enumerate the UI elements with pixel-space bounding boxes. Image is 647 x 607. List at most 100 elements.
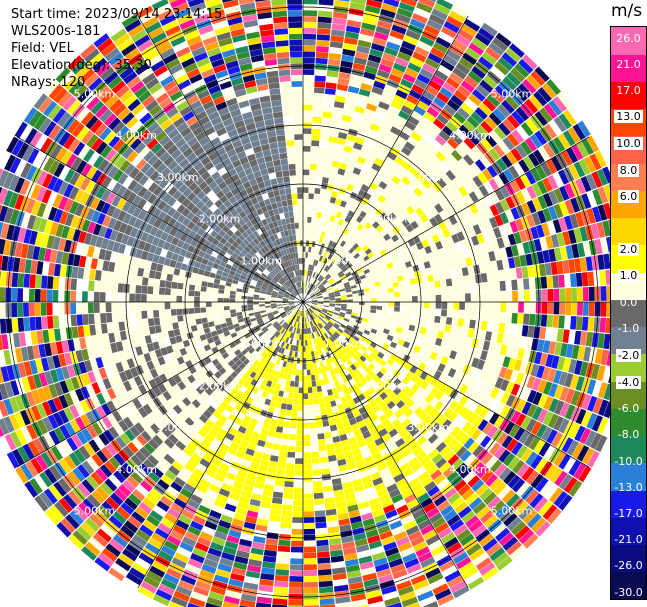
- gate-cell: [318, 569, 332, 576]
- gate-cell: [509, 370, 519, 383]
- gate-cell: [517, 83, 533, 98]
- gate-cell: [94, 313, 101, 324]
- gate-cell: [357, 94, 369, 103]
- gate-cell: [410, 284, 418, 291]
- gate-cell: [259, 302, 265, 305]
- gate-cell: [301, 328, 303, 335]
- gate-cell: [365, 272, 372, 278]
- gate-cell: [106, 312, 113, 323]
- gate-cell: [557, 92, 572, 109]
- gate-cell: [539, 352, 548, 366]
- gate-cell: [303, 140, 311, 146]
- gate-cell: [468, 42, 484, 56]
- gate-cell: [337, 317, 344, 322]
- gate-cell: [433, 192, 444, 203]
- gate-cell: [325, 252, 331, 259]
- gate-cell: [212, 288, 219, 294]
- gate-cell: [558, 371, 568, 386]
- gate-cell: [189, 278, 197, 285]
- gate-cell: [345, 327, 352, 333]
- gate-cell: [401, 418, 412, 428]
- gate-cell: [388, 414, 398, 424]
- gate-cell: [382, 297, 389, 302]
- gate-cell: [411, 482, 424, 493]
- gate-cell: [300, 310, 302, 317]
- gate-cell: [432, 360, 441, 370]
- gate-cell: [489, 442, 501, 456]
- gate-cell: [412, 446, 424, 457]
- gate-cell: [326, 285, 332, 290]
- gate-cell: [303, 222, 307, 229]
- gate-cell: [195, 318, 202, 325]
- gate-cell: [383, 208, 393, 217]
- gate-cell: [323, 165, 332, 173]
- gate-cell: [439, 146, 451, 158]
- gate-cell: [307, 270, 310, 276]
- gate-cell: [355, 51, 369, 60]
- gate-cell: [432, 344, 441, 354]
- gate-cell: [468, 412, 479, 425]
- gate-cell: [342, 279, 349, 284]
- gate-cell: [413, 0, 418, 2]
- gate-cell: [303, 511, 315, 518]
- gate-cell: [426, 128, 438, 139]
- gate-cell: [424, 24, 440, 36]
- gate-cell: [167, 330, 175, 338]
- gate-cell: [303, 375, 308, 382]
- gate-cell: [364, 436, 374, 445]
- gate-cell: [88, 313, 95, 325]
- gate-cell: [331, 222, 338, 230]
- gate-cell: [310, 246, 315, 253]
- gate-cell: [293, 393, 299, 399]
- gate-cell: [486, 165, 498, 178]
- gate-cell: [588, 286, 595, 301]
- gate-cell: [428, 539, 443, 551]
- gate-cell: [325, 508, 337, 516]
- gate-cell: [356, 238, 364, 246]
- gate-cell: [335, 300, 342, 302]
- gate-cell: [173, 328, 181, 337]
- gate-cell: [309, 264, 313, 271]
- gate-cell: [303, 517, 315, 523]
- gate-cell: [366, 355, 374, 363]
- gate-cell: [534, 111, 548, 126]
- gate-cell: [452, 223, 462, 233]
- gate-cell: [364, 382, 372, 390]
- gate-cell: [463, 275, 470, 285]
- gate-cell: [228, 529, 242, 539]
- gate-cell: [432, 250, 440, 259]
- gate-cell: [153, 279, 161, 287]
- gate-cell: [371, 43, 385, 52]
- gate-cell: [597, 417, 609, 434]
- gate-cell: [421, 179, 432, 189]
- gate-cell: [377, 256, 385, 263]
- gate-cell: [327, 311, 333, 315]
- gate-cell: [313, 481, 323, 488]
- gate-cell: [577, 345, 586, 361]
- gate-cell: [303, 528, 316, 535]
- gate-cell: [332, 11, 348, 20]
- gate-cell: [316, 349, 321, 356]
- gate-cell: [413, 541, 428, 552]
- gate-cell: [324, 232, 330, 239]
- gate-cell: [542, 177, 553, 192]
- gate-cell: [451, 277, 459, 286]
- gate-cell: [347, 504, 359, 513]
- gate-cell: [416, 100, 430, 111]
- gate-cell: [404, 493, 417, 504]
- gate-cell: [359, 210, 367, 219]
- gate-cell: [307, 339, 310, 346]
- gate-cell: [46, 289, 53, 302]
- gate-cell: [546, 314, 554, 328]
- gate-cell: [434, 426, 446, 437]
- gate-cell: [326, 287, 333, 292]
- gate-cell: [367, 386, 376, 395]
- gate-cell: [314, 331, 319, 338]
- gate-cell: [556, 356, 566, 371]
- gate-cell: [400, 249, 408, 258]
- gate-cell: [513, 359, 523, 372]
- gate-cell: [342, 481, 353, 490]
- gate-cell: [408, 324, 416, 332]
- gate-cell: [558, 453, 571, 470]
